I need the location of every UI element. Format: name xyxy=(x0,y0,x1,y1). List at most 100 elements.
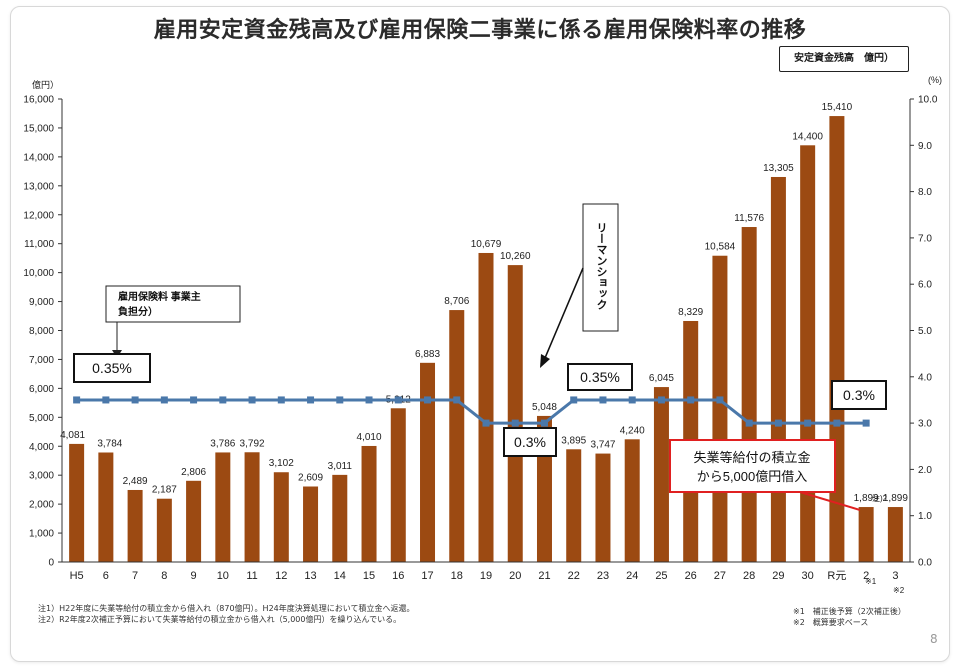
bar xyxy=(887,507,903,562)
rate-marker xyxy=(248,396,256,404)
x-tick-label: 2 xyxy=(863,570,869,582)
bar-value-labels: 4,081 3,784 2,489 2,187 2,806 3,786 3,792 3,102… xyxy=(60,102,908,504)
bar xyxy=(595,453,611,562)
bar xyxy=(361,445,377,562)
y-left-tick-label: 10,000 xyxy=(23,268,54,279)
x-tick-label: R元 xyxy=(827,570,846,582)
bar-value-label: 10,260 xyxy=(500,251,531,262)
x-tick-label: 7 xyxy=(132,570,138,582)
y-right-tick-label: 1.0 xyxy=(918,511,932,522)
bar xyxy=(624,439,640,562)
bar-value-label: 3,747 xyxy=(590,440,615,451)
x-tick-label: 8 xyxy=(161,570,167,582)
bar-value-label: 2,187 xyxy=(152,485,177,496)
bar-value-label: 15,410 xyxy=(822,102,853,113)
bar-value-label: 13,305 xyxy=(763,163,794,174)
rate-marker xyxy=(540,419,548,427)
rate-marker xyxy=(102,396,110,404)
rate-marker xyxy=(804,419,812,427)
y-left-tick-label: 5,000 xyxy=(29,413,54,424)
y-right-tick-label: 2.0 xyxy=(918,465,932,476)
rate-marker xyxy=(453,396,461,404)
bar-value-label: 3,102 xyxy=(269,458,294,469)
y-left-tick-label: 12,000 xyxy=(23,210,54,221)
y-left-tick-label: 11,000 xyxy=(24,239,54,250)
bar-value-label: 10,584 xyxy=(705,242,736,253)
y-right-tick-label: 3.0 xyxy=(918,419,932,430)
rate-label-box xyxy=(503,427,557,457)
bar xyxy=(127,489,143,562)
rate-label: 0.3% xyxy=(514,434,546,450)
bar-value-label: 5,048 xyxy=(532,402,557,413)
bar xyxy=(98,452,114,562)
footnote-2: 注2）R2年度2次補正予算において失業等給付の積立金から借入れ（5,000億円）… xyxy=(38,615,402,624)
bar-value-label: 3,786 xyxy=(210,438,235,449)
loan-callout-box xyxy=(669,439,836,493)
lehman-label: リーマンショック xyxy=(595,222,608,310)
footnote-1: 注1）H22年度に失業等給付の積立金から借入れ（870億円）。H24年度決算処理… xyxy=(38,604,415,613)
y-left-tick-label: 3,000 xyxy=(29,471,54,482)
premium-label-line: 雇用保険料 事業主 xyxy=(118,290,201,303)
bar xyxy=(215,452,231,562)
bar-value-label: 10,679 xyxy=(471,239,502,250)
bar-value-label: 8,329 xyxy=(678,307,703,318)
rate-marker xyxy=(73,396,81,404)
rate-label-box xyxy=(73,353,151,383)
y-left-tick-label: 6,000 xyxy=(29,384,54,395)
y-left-tick-label: 7,000 xyxy=(29,355,54,366)
bar-value-label: 14,400 xyxy=(792,131,823,142)
footnote-mark-1: ※1 xyxy=(865,577,877,586)
rate-marker xyxy=(862,419,870,427)
bar xyxy=(507,265,523,562)
bar-value-label: 6,883 xyxy=(415,349,440,360)
page-number: 8 xyxy=(930,632,938,646)
bar-value-label: 3,784 xyxy=(97,439,122,450)
rate-line-series xyxy=(73,396,870,427)
rate-marker xyxy=(131,396,139,404)
rate-marker xyxy=(774,419,782,427)
bar-series xyxy=(69,116,903,563)
x-tick-label: 30 xyxy=(802,570,814,582)
x-tick-label: 17 xyxy=(421,570,433,582)
bar-value-label: 4,081 xyxy=(60,430,85,441)
bar xyxy=(741,227,757,562)
rate-marker xyxy=(628,396,636,404)
x-tick-label: 12 xyxy=(275,570,287,582)
bar xyxy=(332,474,348,562)
rate-marker xyxy=(687,396,695,404)
page-title: 雇用安定資金残高及び雇用保険二事業に係る雇用保険料率の推移 xyxy=(153,18,807,43)
bar-value-label: 2,806 xyxy=(181,467,206,478)
bar xyxy=(156,498,172,562)
x-tick-label: 14 xyxy=(334,570,346,582)
y-left-tick-label: 16,000 xyxy=(23,95,54,106)
rate-marker xyxy=(570,396,578,404)
rate-marker xyxy=(482,419,490,427)
x-tick-label: 16 xyxy=(392,570,404,582)
rate-marker xyxy=(833,419,841,427)
x-tick-label: 22 xyxy=(568,570,580,582)
y-left-tick-label: 4,000 xyxy=(29,442,54,453)
rate-label: 0.3% xyxy=(843,387,875,403)
bar xyxy=(712,255,728,562)
rate-marker xyxy=(219,396,227,404)
rate-marker xyxy=(307,396,315,404)
rate-label: 0.35% xyxy=(580,369,620,385)
x-tick-label: H5 xyxy=(70,570,84,582)
premium-label-line: 負担分） xyxy=(118,305,158,318)
footnotes-right: ※1 補正後予算（2次補正後） ※2 概算要求ベース xyxy=(793,606,906,628)
x-tick-label: 26 xyxy=(685,570,697,582)
bar xyxy=(244,452,260,562)
bar-value-label: 3,792 xyxy=(240,438,265,449)
rate-marker xyxy=(511,419,519,427)
x-tick-label: 10 xyxy=(217,570,229,582)
rate-marker xyxy=(190,396,198,404)
bar-value-label: 11,576 xyxy=(734,213,764,224)
y-right-tick-label: 4.0 xyxy=(918,372,932,383)
rate-marker xyxy=(716,396,724,404)
bar xyxy=(186,480,202,562)
bar-value-label: 1,899 xyxy=(883,493,908,504)
x-tick-label: 24 xyxy=(626,570,638,582)
bar xyxy=(69,443,85,562)
